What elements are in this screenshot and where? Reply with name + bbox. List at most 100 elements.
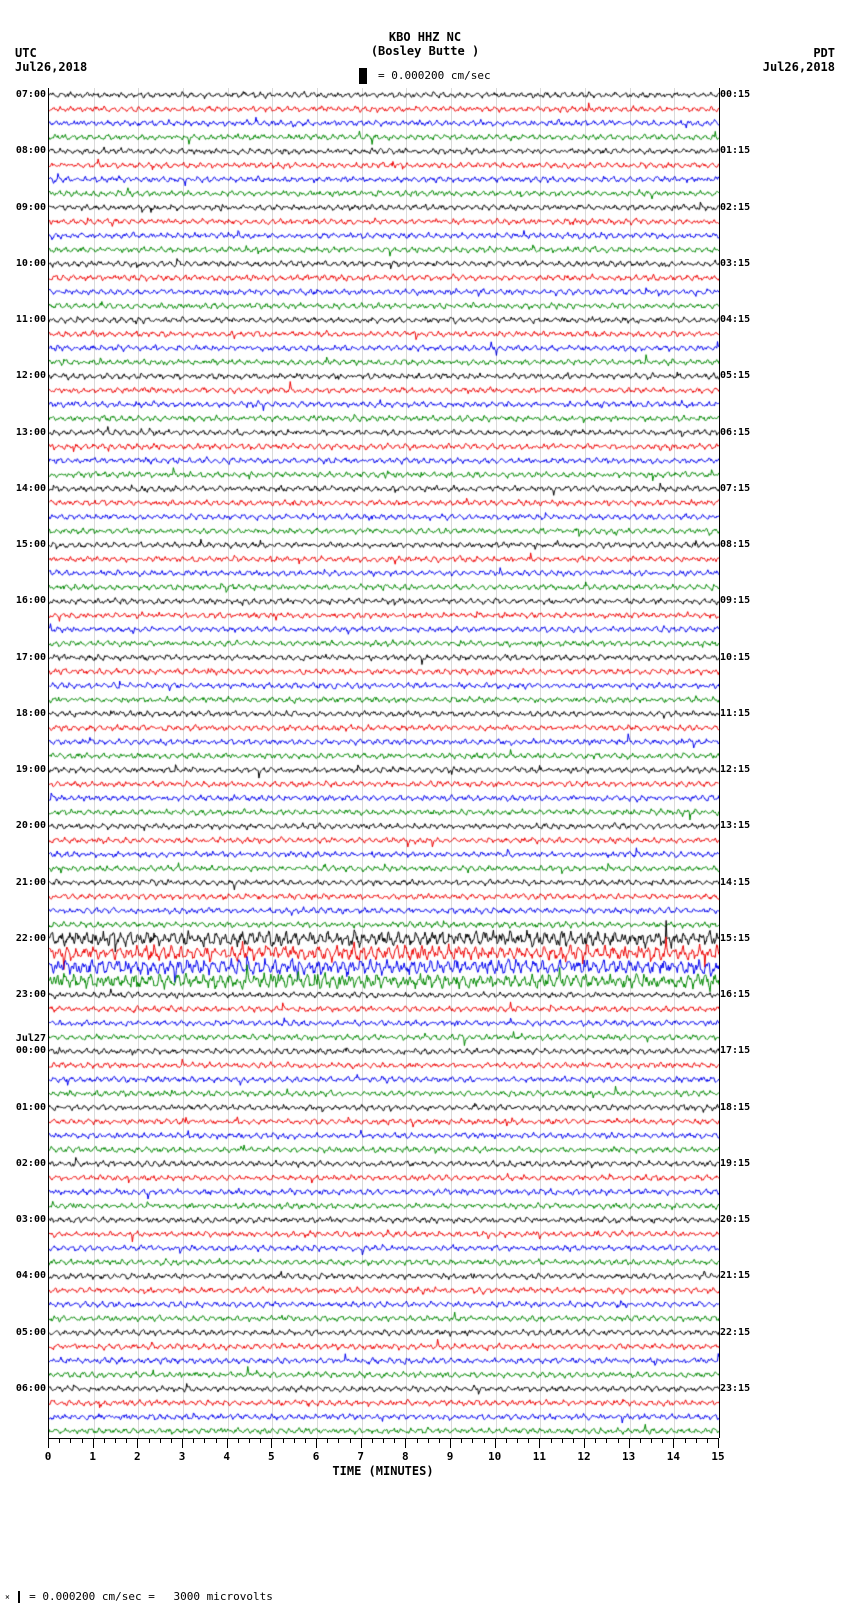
- utc-hour-label: 00:00: [16, 1046, 46, 1056]
- x-minor-tick: [283, 1438, 284, 1443]
- gridline: [228, 88, 229, 1438]
- x-tick-label: 4: [223, 1450, 230, 1463]
- date-marker-left: Jul27: [16, 1034, 46, 1044]
- x-tick: [673, 1438, 674, 1448]
- pdt-hour-label: 07:15: [720, 484, 750, 494]
- x-minor-tick: [383, 1438, 384, 1443]
- gridline: [540, 88, 541, 1438]
- pdt-hour-label: 15:15: [720, 934, 750, 944]
- pdt-hour-label: 02:15: [720, 203, 750, 213]
- x-axis: TIME (MINUTES) 0123456789101112131415: [48, 1438, 718, 1478]
- scale-tick-left: ×: [5, 1593, 10, 1602]
- gridline: [317, 88, 318, 1438]
- x-tick-label: 6: [313, 1450, 320, 1463]
- utc-time-labels: 07:0008:0009:0010:0011:0012:0013:0014:00…: [8, 88, 46, 1438]
- utc-hour-label: 12:00: [16, 371, 46, 381]
- pdt-hour-label: 22:15: [720, 1328, 750, 1338]
- utc-hour-label: 17:00: [16, 653, 46, 663]
- utc-hour-label: 01:00: [16, 1103, 46, 1113]
- gridline: [138, 88, 139, 1438]
- x-minor-tick: [562, 1438, 563, 1443]
- utc-hour-label: 02:00: [16, 1159, 46, 1169]
- gridline: [585, 88, 586, 1438]
- scale-legend: = 0.000200 cm/sec: [0, 68, 850, 84]
- x-minor-tick: [472, 1438, 473, 1443]
- pdt-hour-label: 23:15: [720, 1384, 750, 1394]
- x-tick: [450, 1438, 451, 1448]
- pdt-hour-label: 19:15: [720, 1159, 750, 1169]
- x-tick: [629, 1438, 630, 1448]
- tz-right: PDT: [763, 46, 835, 60]
- x-minor-tick: [171, 1438, 172, 1443]
- x-tick-label: 7: [357, 1450, 364, 1463]
- x-tick-label: 0: [45, 1450, 52, 1463]
- x-minor-tick: [685, 1438, 686, 1443]
- x-minor-tick: [216, 1438, 217, 1443]
- utc-hour-label: 03:00: [16, 1215, 46, 1225]
- x-minor-tick: [372, 1438, 373, 1443]
- pdt-hour-label: 09:15: [720, 596, 750, 606]
- x-tick: [405, 1438, 406, 1448]
- x-tick: [271, 1438, 272, 1448]
- x-tick: [48, 1438, 49, 1448]
- gridline: [496, 88, 497, 1438]
- utc-hour-label: 22:00: [16, 934, 46, 944]
- x-tick-label: 5: [268, 1450, 275, 1463]
- utc-hour-label: 15:00: [16, 540, 46, 550]
- x-minor-tick: [394, 1438, 395, 1443]
- gridline: [183, 88, 184, 1438]
- x-minor-tick: [104, 1438, 105, 1443]
- x-minor-tick: [573, 1438, 574, 1443]
- gridline: [272, 88, 273, 1438]
- pdt-hour-label: 06:15: [720, 428, 750, 438]
- utc-hour-label: 08:00: [16, 146, 46, 156]
- pdt-hour-label: 21:15: [720, 1271, 750, 1281]
- x-tick: [137, 1438, 138, 1448]
- pdt-hour-label: 11:15: [720, 709, 750, 719]
- x-minor-tick: [439, 1438, 440, 1443]
- x-minor-tick: [606, 1438, 607, 1443]
- pdt-hour-label: 01:15: [720, 146, 750, 156]
- x-tick: [227, 1438, 228, 1448]
- x-tick: [584, 1438, 585, 1448]
- x-tick: [182, 1438, 183, 1448]
- pdt-hour-label: 04:15: [720, 315, 750, 325]
- x-tick: [539, 1438, 540, 1448]
- x-tick-label: 2: [134, 1450, 141, 1463]
- gridline: [362, 88, 363, 1438]
- trace-canvas: [49, 88, 719, 1438]
- utc-hour-label: 23:00: [16, 990, 46, 1000]
- pdt-hour-label: 14:15: [720, 878, 750, 888]
- pdt-hour-label: 10:15: [720, 653, 750, 663]
- pdt-hour-label: 13:15: [720, 821, 750, 831]
- utc-hour-label: 14:00: [16, 484, 46, 494]
- x-tick: [316, 1438, 317, 1448]
- utc-hour-label: 09:00: [16, 203, 46, 213]
- header-center: KBO HHZ NC (Bosley Butte ): [0, 30, 850, 58]
- x-tick: [495, 1438, 496, 1448]
- gridline: [630, 88, 631, 1438]
- footer-text-2: 3000 microvolts: [174, 1590, 273, 1603]
- utc-hour-label: 05:00: [16, 1328, 46, 1338]
- gridline: [94, 88, 95, 1438]
- x-tick-label: 3: [179, 1450, 186, 1463]
- x-minor-tick: [238, 1438, 239, 1443]
- gridline: [451, 88, 452, 1438]
- x-minor-tick: [595, 1438, 596, 1443]
- x-minor-tick: [696, 1438, 697, 1443]
- pdt-hour-label: 17:15: [720, 1046, 750, 1056]
- x-minor-tick: [618, 1438, 619, 1443]
- x-minor-tick: [517, 1438, 518, 1443]
- utc-hour-label: 11:00: [16, 315, 46, 325]
- x-minor-tick: [551, 1438, 552, 1443]
- x-minor-tick: [640, 1438, 641, 1443]
- gridline: [674, 88, 675, 1438]
- x-minor-tick: [428, 1438, 429, 1443]
- x-minor-tick: [160, 1438, 161, 1443]
- x-minor-tick: [528, 1438, 529, 1443]
- x-minor-tick: [327, 1438, 328, 1443]
- utc-hour-label: 19:00: [16, 765, 46, 775]
- x-tick: [361, 1438, 362, 1448]
- x-minor-tick: [350, 1438, 351, 1443]
- gridline: [406, 88, 407, 1438]
